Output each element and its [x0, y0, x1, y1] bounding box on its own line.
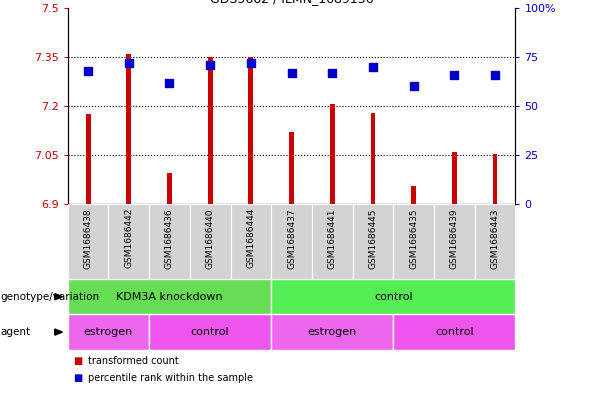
Bar — [434, 204, 475, 279]
Bar — [108, 204, 149, 279]
Point — [246, 60, 256, 66]
Bar — [330, 105, 335, 204]
Bar — [68, 204, 108, 279]
Bar — [353, 204, 393, 279]
Text: GSM1686438: GSM1686438 — [84, 208, 92, 269]
Text: estrogen: estrogen — [307, 327, 357, 337]
Point — [409, 83, 418, 90]
Point — [165, 79, 174, 86]
Bar — [370, 113, 375, 204]
Text: transformed count: transformed count — [88, 356, 179, 366]
Bar — [271, 314, 393, 350]
Bar — [271, 204, 312, 279]
Point — [84, 68, 93, 74]
Text: GSM1686444: GSM1686444 — [246, 208, 256, 268]
Text: GSM1686443: GSM1686443 — [491, 208, 499, 268]
Bar — [452, 152, 457, 204]
Bar — [149, 204, 190, 279]
Polygon shape — [55, 329, 62, 335]
Text: control: control — [374, 292, 413, 302]
Text: GSM1686437: GSM1686437 — [287, 208, 296, 269]
Text: GSM1686441: GSM1686441 — [327, 208, 337, 268]
Bar — [492, 154, 498, 204]
Bar — [393, 314, 515, 350]
Bar — [126, 54, 131, 204]
Bar — [249, 57, 253, 204]
Text: GSM1686445: GSM1686445 — [369, 208, 378, 268]
Polygon shape — [55, 294, 62, 300]
Bar — [68, 279, 271, 314]
Bar — [289, 132, 294, 204]
Point — [327, 70, 337, 76]
Bar — [271, 279, 515, 314]
Bar — [68, 314, 149, 350]
Text: GSM1686436: GSM1686436 — [165, 208, 174, 269]
Text: control: control — [435, 327, 474, 337]
Point — [124, 60, 134, 66]
Bar — [149, 314, 271, 350]
Text: KDM3A knockdown: KDM3A knockdown — [116, 292, 223, 302]
Text: ■: ■ — [74, 373, 83, 383]
Point — [206, 62, 215, 68]
Text: control: control — [191, 327, 230, 337]
Text: GSM1686440: GSM1686440 — [206, 208, 214, 268]
Point — [449, 72, 459, 78]
Text: GSM1686435: GSM1686435 — [409, 208, 418, 269]
Text: percentile rank within the sample: percentile rank within the sample — [88, 373, 253, 383]
Text: genotype/variation: genotype/variation — [1, 292, 100, 302]
Text: GSM1686439: GSM1686439 — [450, 208, 459, 269]
Text: agent: agent — [1, 327, 31, 337]
Bar — [190, 204, 230, 279]
Point — [490, 72, 499, 78]
Title: GDS5662 / ILMN_1689156: GDS5662 / ILMN_1689156 — [210, 0, 373, 5]
Text: GSM1686442: GSM1686442 — [124, 208, 133, 268]
Point — [287, 70, 296, 76]
Point — [368, 64, 378, 70]
Bar — [393, 204, 434, 279]
Bar — [312, 204, 353, 279]
Bar — [411, 186, 416, 204]
Bar — [167, 173, 172, 204]
Text: estrogen: estrogen — [84, 327, 133, 337]
Text: ■: ■ — [74, 356, 83, 366]
Bar — [208, 57, 213, 204]
Bar — [230, 204, 271, 279]
Bar — [85, 114, 91, 204]
Bar — [475, 204, 515, 279]
